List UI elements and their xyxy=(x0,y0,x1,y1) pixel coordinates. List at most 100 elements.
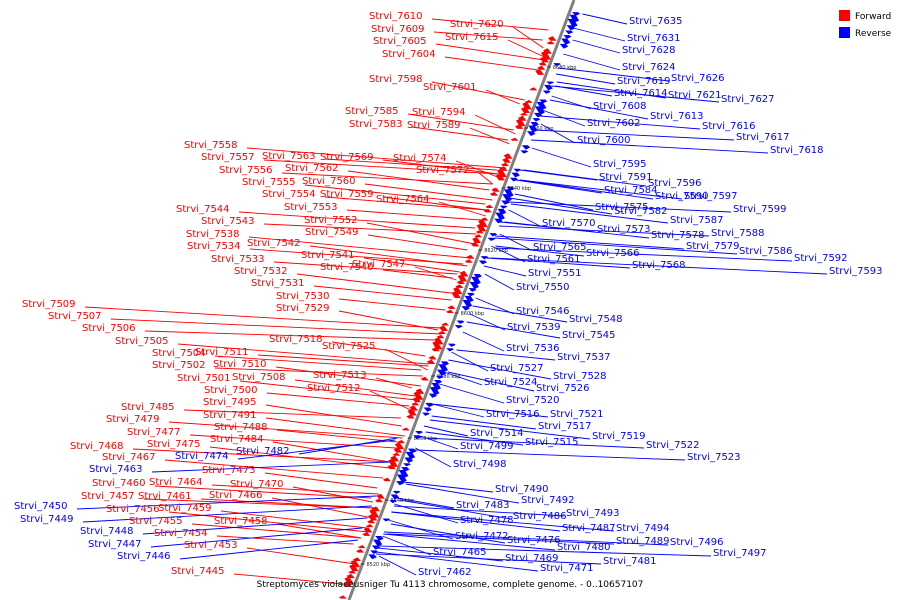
gene-label: Strvi_7465 xyxy=(433,547,487,558)
reverse-gene-arrow xyxy=(368,554,377,560)
leader-line xyxy=(375,377,412,389)
gene-label: Strvi_7543 xyxy=(201,216,255,227)
leader-line xyxy=(519,179,683,200)
gene-label: Strvi_7561 xyxy=(527,254,581,265)
forward-gene-arrow xyxy=(413,391,424,400)
leader-line xyxy=(509,197,613,215)
gene-label: Strvi_7455 xyxy=(129,516,183,527)
gene-label: Strvi_7500 xyxy=(204,385,258,396)
gene-label: Strvi_7615 xyxy=(445,32,499,43)
leader-line xyxy=(405,483,520,504)
leader-line xyxy=(486,257,631,269)
reverse-gene-arrow xyxy=(563,35,572,39)
leader-line xyxy=(414,266,457,281)
reverse-gene-arrow xyxy=(382,518,391,522)
gene-label: Strvi_7578 xyxy=(651,230,705,241)
leader-line xyxy=(263,159,499,175)
reverse-gene-arrow xyxy=(561,38,571,45)
leader-line xyxy=(177,343,429,365)
forward-gene-arrow xyxy=(474,234,483,238)
leader-line xyxy=(264,472,378,489)
leader-line xyxy=(238,211,476,229)
gene-label: Strvi_7553 xyxy=(284,202,338,213)
forward-gene-arrow xyxy=(472,236,482,244)
forward-gene-arrow xyxy=(457,274,468,282)
gene-label: Strvi_7532 xyxy=(234,266,288,277)
leader-line xyxy=(294,379,416,397)
forward-gene-arrow xyxy=(406,414,415,419)
gene-label: Strvi_7589 xyxy=(407,120,461,131)
forward-gene-arrow xyxy=(393,447,403,453)
gene-label: Strvi_7620 xyxy=(450,19,504,30)
forward-gene-arrow xyxy=(503,153,513,159)
leader-line xyxy=(531,147,592,168)
reverse-gene-arrow xyxy=(502,194,512,202)
leader-line xyxy=(415,447,452,468)
leader-line xyxy=(179,539,358,560)
reverse-gene-arrow xyxy=(539,99,548,104)
gene-label: Strvi_7624 xyxy=(622,62,676,73)
leader-line xyxy=(507,201,732,213)
forward-gene-arrow xyxy=(432,340,443,350)
gene-label: Strvi_7491 xyxy=(203,410,257,421)
kbp-tick-label: 8680 kbp xyxy=(553,65,577,71)
forward-gene-arrow xyxy=(412,396,422,403)
reverse-gene-arrow xyxy=(435,375,444,380)
forward-gene-arrow xyxy=(535,69,545,75)
gene-label: Strvi_7546 xyxy=(516,306,570,317)
reverse-gene-arrow xyxy=(440,361,450,366)
gene-label: Strvi_7453 xyxy=(184,540,238,551)
reverse-gene-arrow xyxy=(501,200,510,205)
gene-label: Strvi_7592 xyxy=(794,253,848,264)
leader-line xyxy=(214,367,423,377)
leader-line xyxy=(563,53,621,71)
gene-label: Strvi_7525 xyxy=(322,341,376,352)
leader-line xyxy=(246,147,507,169)
leader-line xyxy=(346,209,481,221)
gene-label: Strvi_7544 xyxy=(176,204,230,215)
leader-line xyxy=(490,257,828,275)
forward-gene-arrow xyxy=(541,50,551,60)
forward-gene-arrow xyxy=(485,204,494,209)
gene-label: Strvi_7551 xyxy=(528,268,582,279)
forward-gene-arrow xyxy=(516,118,526,127)
leader-line xyxy=(396,497,455,509)
forward-gene-arrow xyxy=(407,408,417,416)
gene-label: Strvi_7518 xyxy=(269,334,323,345)
leader-line xyxy=(132,448,393,463)
reverse-gene-arrow xyxy=(434,380,443,384)
gene-label: Strvi_7507 xyxy=(48,311,102,322)
reverse-gene-arrow xyxy=(429,387,440,396)
gene-label: Strvi_7449 xyxy=(20,514,74,525)
leader-line xyxy=(435,43,545,61)
leader-line xyxy=(375,553,602,565)
gene-label: Strvi_7599 xyxy=(733,204,787,215)
forward-gene-arrow xyxy=(495,173,505,181)
leader-line xyxy=(378,545,712,557)
leader-line xyxy=(573,27,626,42)
forward-gene-arrow xyxy=(439,325,448,331)
leader-line xyxy=(383,533,556,551)
forward-gene-arrow xyxy=(368,513,378,521)
leader-line xyxy=(523,169,647,187)
reverse-gene-arrow xyxy=(456,320,465,324)
gene-label: Strvi_7485 xyxy=(121,402,175,413)
forward-gene-arrow xyxy=(456,280,465,284)
gene-label: Strvi_7523 xyxy=(687,452,741,463)
gene-label: Strvi_7498 xyxy=(453,459,507,470)
leader-line xyxy=(582,13,628,25)
gene-label: Strvi_7559 xyxy=(320,189,374,200)
leader-line xyxy=(220,510,367,529)
gene-label: Strvi_7484 xyxy=(210,434,264,445)
forward-gene-arrow xyxy=(537,65,546,70)
forward-gene-arrow xyxy=(348,570,357,574)
legend-swatch xyxy=(839,10,850,21)
reverse-gene-arrow xyxy=(471,276,481,285)
gene-label: Strvi_7534 xyxy=(187,241,241,252)
gene-label: Strvi_7555 xyxy=(242,177,296,188)
kbp-tick-label: 8580 kbp xyxy=(437,374,461,380)
reverse-gene-arrow xyxy=(454,325,463,329)
reverse-gene-arrow xyxy=(446,348,454,352)
forward-gene-arrow xyxy=(411,402,420,406)
forward-gene-arrow xyxy=(426,359,436,364)
